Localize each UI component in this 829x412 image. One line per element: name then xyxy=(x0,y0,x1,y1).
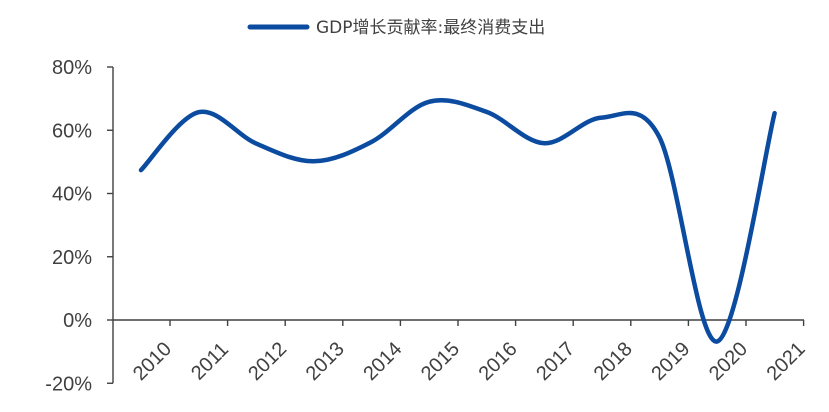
x-tick-label: 2014 xyxy=(359,338,406,385)
x-tick-label: 2011 xyxy=(187,339,233,385)
x-tick-label: 2015 xyxy=(417,338,464,385)
x-tick-label: 2010 xyxy=(129,338,176,385)
y-tick-label: 40% xyxy=(52,184,92,206)
x-tick-label: 2018 xyxy=(590,338,637,385)
y-tick-label: 0% xyxy=(63,310,92,332)
x-tick-label: 2013 xyxy=(302,338,349,385)
y-tick-label: -20% xyxy=(45,373,92,395)
y-axis-ticks: -20% 0% 20% 40% 60% 80% xyxy=(45,57,113,395)
x-tick-label: 2021 xyxy=(763,338,810,385)
x-tick-label: 2019 xyxy=(647,338,694,385)
legend-label: GDP增长贡献率:最终消费支出 xyxy=(316,18,545,38)
y-tick-label: 20% xyxy=(52,247,92,269)
series-line-final-consumption xyxy=(138,98,777,344)
y-tick-label: 80% xyxy=(52,57,92,79)
x-tick-label: 2012 xyxy=(244,338,291,385)
x-tick-label: 2020 xyxy=(705,338,752,385)
legend: GDP增长贡献率:最终消费支出 xyxy=(247,18,545,38)
x-tick-label: 2016 xyxy=(475,338,522,385)
x-tick-label: 2017 xyxy=(532,338,579,385)
y-tick-label: 60% xyxy=(52,120,92,142)
